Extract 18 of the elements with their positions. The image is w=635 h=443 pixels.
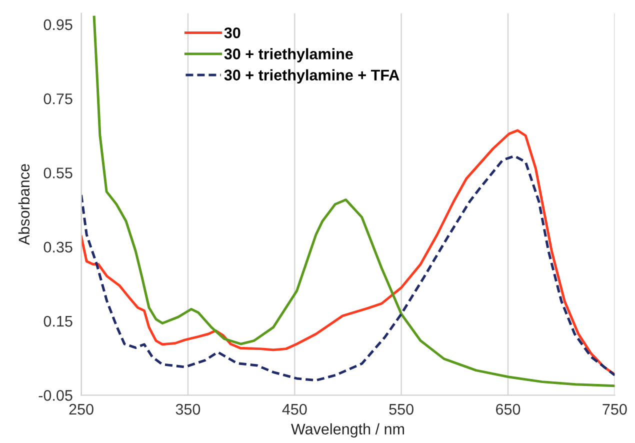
y-tick-label: -0.05: [38, 390, 72, 401]
y-axis-title: Absorbance: [18, 164, 30, 245]
legend-label: 30 + triethylamine + TFA: [224, 69, 400, 84]
y-tick-label: 0.35: [44, 242, 72, 253]
line-series: [92, 16, 615, 388]
x-tick-label: 550: [389, 404, 414, 415]
x-axis-title: Wavelength / nm: [291, 423, 404, 438]
y-tick-label: 0.15: [44, 316, 72, 327]
legend-label: 30 + triethylamine: [224, 48, 353, 62]
x-tick-label: 350: [176, 404, 200, 415]
x-tick-label: 750: [602, 404, 627, 415]
legend-label: 30: [224, 27, 240, 38]
y-tick-label: 0.55: [44, 168, 72, 178]
y-tick-label: 0.75: [44, 93, 72, 104]
x-tick-label: 650: [496, 404, 520, 415]
x-tick-label: 250: [69, 404, 94, 415]
x-tick-label: 450: [282, 404, 307, 415]
y-tick-label: 0.95: [44, 19, 72, 30]
